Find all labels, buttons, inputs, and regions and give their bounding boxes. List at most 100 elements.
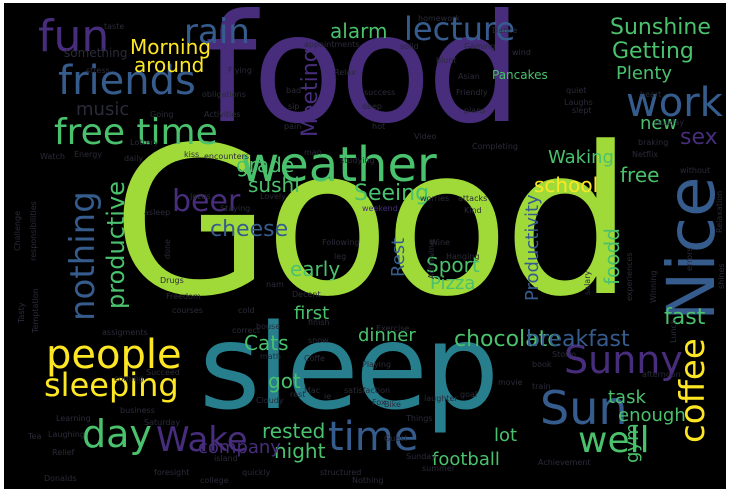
word-decent: Decent [292, 290, 321, 299]
word-laughter: laughter [424, 394, 458, 403]
word-food: food [204, 3, 522, 157]
word-cold: cold [238, 306, 255, 315]
word-asian: Asian [458, 72, 480, 81]
word-productivity: Productivity [522, 194, 543, 301]
word-leg: leg [334, 252, 347, 261]
word-staying: Staying [220, 204, 251, 213]
word-plenty: Plenty [616, 63, 673, 84]
word-summer: summer [422, 464, 456, 473]
word-hot: hot [372, 122, 386, 131]
word-well: well [578, 420, 650, 461]
word-jezus: Jezus [190, 192, 211, 201]
word-playing: Playing [362, 360, 392, 369]
word-cheese: cheese [210, 217, 289, 242]
word-got: got [268, 369, 301, 393]
word-people: people [46, 332, 182, 378]
word-sushi: sushi [248, 173, 300, 197]
word-quiet: quiet [566, 86, 587, 95]
word-sip: sip [288, 102, 300, 111]
word-completing: Completing [472, 142, 519, 151]
word-succeed: Succeed [146, 368, 180, 377]
word-train: train [532, 382, 551, 391]
word-work: work [626, 80, 723, 126]
word-taste: taste [104, 22, 125, 31]
word-business: business [120, 406, 155, 415]
word-asleep: asleep [144, 208, 171, 217]
word-stress: stress [86, 66, 110, 75]
word-rest: Rest [388, 237, 409, 277]
word-done: done [163, 239, 172, 259]
word-grade: grade [236, 153, 295, 177]
word-lecture: lecture [404, 10, 516, 48]
word-beer: beer [172, 184, 241, 219]
word-free: free [620, 163, 660, 187]
word-things: Things [406, 414, 433, 423]
word-getting: Getting [612, 39, 694, 64]
word-structured: structured [320, 468, 362, 477]
word-island: island [214, 454, 238, 463]
word-rain: rain [184, 12, 250, 52]
word-guest: Guest [384, 434, 408, 443]
word-sunny: Sunny [564, 338, 683, 382]
word-first: first [294, 303, 330, 324]
word-mac: Mac [304, 386, 321, 395]
word-snow: snow [308, 336, 329, 345]
word-coming: coming [114, 374, 144, 383]
word-breakfast: breakfast [526, 327, 630, 352]
word-enough: enough [618, 405, 686, 426]
word-holiday: Holiday [654, 118, 685, 127]
word-meeting: Meeting [298, 48, 323, 137]
word-chocolate: chocolate [454, 327, 561, 352]
word-dance: Dance [492, 26, 518, 35]
word-freedom: Freedom [166, 292, 201, 301]
word-foresight: foresight [154, 468, 190, 477]
word-deep: deep [362, 102, 382, 111]
word-ie: ie [324, 392, 332, 401]
word-math: math [260, 352, 281, 361]
word-satisfaction: satisfaction [344, 386, 391, 395]
word-donalds: Donalds [44, 474, 77, 483]
word-rested: rested [262, 419, 326, 443]
word-wind: wind [512, 48, 531, 57]
word-fox: Fox [372, 398, 386, 407]
word-kind: Kind [464, 206, 482, 215]
word-sun: Sun [540, 381, 628, 435]
word-relaxation: Relaxation [715, 190, 724, 233]
word-pain: pain [284, 122, 302, 131]
word-pizza: Pizza [430, 273, 476, 294]
word-early: early [290, 257, 341, 281]
word-lovely: Lovely [260, 192, 286, 201]
word-school: school [534, 173, 599, 197]
word-correct: correct [232, 326, 261, 335]
word-homework: homework [418, 14, 461, 23]
word-encounters: encounters [204, 152, 249, 161]
word-errors: errors [685, 247, 694, 271]
word-learning: Learning [56, 414, 91, 423]
word-good: Good [112, 104, 633, 342]
word-college: college [200, 476, 229, 485]
word-braking: braking [638, 138, 669, 147]
word-flying: Flying [228, 66, 252, 75]
word-shines: shines [717, 263, 726, 289]
word-nothing: Nothing [352, 476, 384, 485]
word-around: around [134, 53, 205, 77]
word-assigments: assigments [102, 328, 148, 337]
word-success: success [364, 88, 396, 97]
word-relief: Relief [52, 448, 75, 457]
word-bike: Bike [384, 400, 401, 409]
word-blunt: blunt [436, 56, 457, 65]
word-nam: nam [266, 280, 284, 289]
word-wake: Wake [156, 420, 248, 460]
word-sex: sex [680, 125, 718, 150]
word-video: Video [414, 132, 437, 141]
word-sleeping: sleeping [44, 366, 179, 404]
word-following: Following [322, 238, 360, 247]
word-company: company [198, 437, 281, 458]
word-lunch: Lunch [669, 319, 678, 343]
word-laughing: Laughing [48, 430, 85, 439]
word-daily: daily [124, 154, 144, 163]
word-new: new [640, 113, 678, 134]
word-responsibilities: responsibilities [29, 201, 38, 261]
word-something: something [64, 46, 128, 60]
